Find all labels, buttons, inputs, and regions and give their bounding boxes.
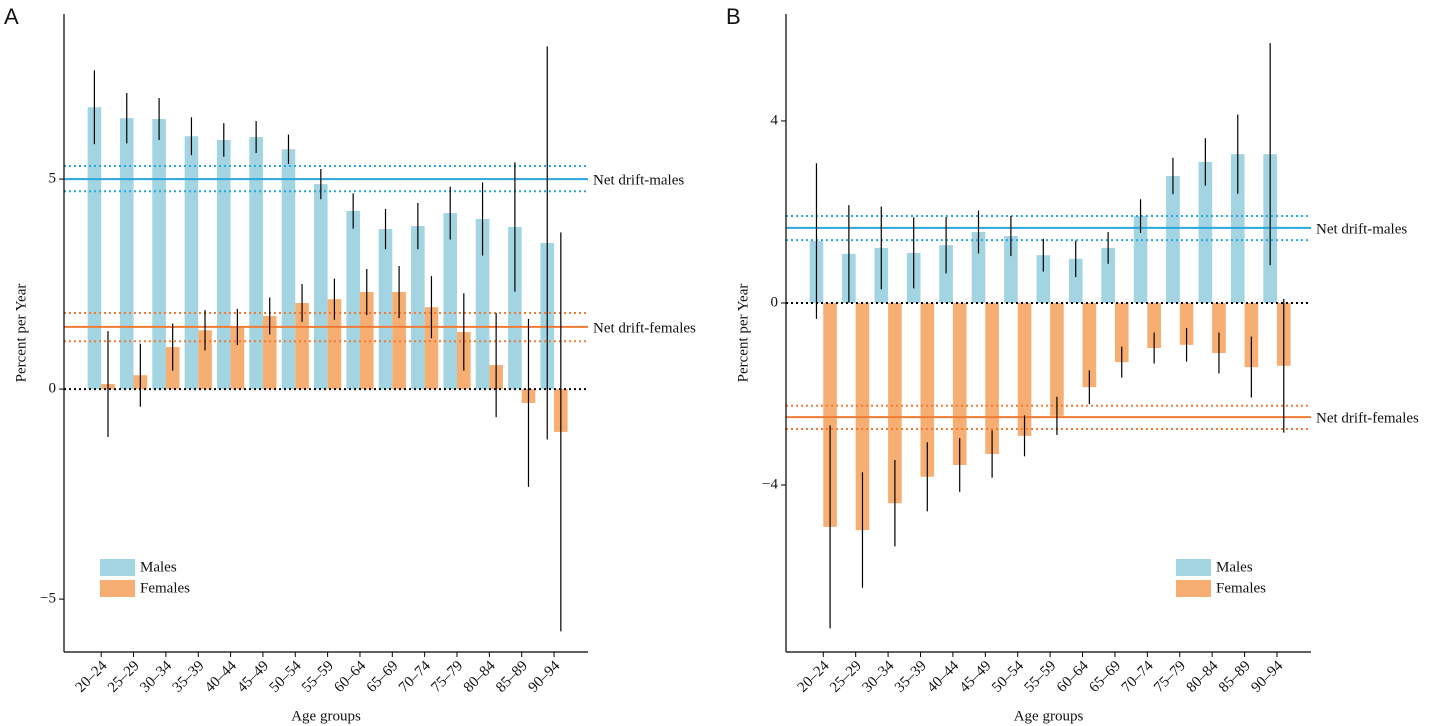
x-tick-label: 75–79: [1151, 658, 1189, 696]
bar: [249, 137, 263, 390]
x-tick-label: 70–74: [1119, 658, 1157, 696]
y-tick-label: 0: [771, 294, 779, 310]
bar: [378, 229, 393, 390]
bar: [314, 184, 328, 390]
bar: [475, 218, 490, 390]
bar: [281, 149, 296, 390]
x-tick-label: 65–69: [1086, 658, 1124, 696]
bar: [1036, 255, 1051, 303]
bar: [888, 302, 902, 504]
bar: [1114, 302, 1129, 363]
x-tick-label: 90–94: [525, 658, 563, 696]
bar: [1017, 302, 1032, 436]
x-tick-label: 40–44: [202, 658, 240, 696]
x-tick-label: 35–39: [892, 658, 930, 696]
y-tick-label: 0: [49, 381, 57, 397]
bar: [198, 330, 212, 390]
x-tick-label: 25–29: [827, 658, 865, 696]
y-axis-title: Percent per Year: [13, 284, 29, 383]
bar: [1133, 216, 1148, 303]
bar: [119, 118, 134, 390]
net-drift-label: Net drift-males: [593, 173, 684, 189]
x-axis-title: Age groups: [291, 708, 361, 724]
x-tick-label: 30–34: [860, 658, 898, 696]
bar: [920, 302, 935, 477]
y-tick-label: −4: [762, 476, 778, 492]
legend-label: Females: [1216, 580, 1266, 596]
x-tick-label: 55–59: [299, 658, 337, 696]
legend-label: Males: [1216, 559, 1253, 575]
bar: [87, 107, 102, 390]
x-tick-label: 45–49: [234, 658, 272, 696]
x-tick-label: 85–89: [493, 658, 531, 696]
x-tick-label: 80–84: [1184, 658, 1222, 696]
x-tick-label: 90–94: [1248, 658, 1286, 696]
bar: [152, 119, 166, 390]
bar: [1179, 302, 1194, 345]
panel-label: B: [726, 4, 741, 29]
bar: [443, 213, 457, 390]
x-tick-label: 25–29: [105, 658, 143, 696]
bar: [359, 292, 374, 390]
x-tick-label: 80–84: [461, 658, 499, 696]
y-tick-label: −5: [40, 591, 56, 607]
bar: [1082, 302, 1097, 388]
bar: [411, 226, 425, 390]
x-tick-label: 35–39: [170, 658, 208, 696]
bar: [1244, 302, 1259, 368]
legend-swatch: [100, 580, 135, 597]
bar: [971, 231, 986, 303]
x-tick-label: 20–24: [795, 658, 833, 696]
bar: [262, 315, 277, 390]
bar: [508, 226, 522, 390]
bar: [1101, 247, 1115, 303]
bar: [939, 245, 953, 303]
y-tick-label: 4: [771, 112, 779, 128]
bar: [1212, 302, 1226, 354]
legend-label: Females: [140, 580, 190, 596]
legend-swatch: [100, 559, 135, 576]
bar: [1147, 302, 1161, 349]
bar: [952, 302, 967, 465]
x-axis-title: Age groups: [1014, 708, 1084, 724]
y-tick-label: 5: [49, 171, 57, 187]
x-tick-label: 55–59: [1022, 658, 1060, 696]
bar: [1050, 302, 1064, 416]
x-tick-label: 65–69: [364, 658, 402, 696]
bar: [1198, 161, 1213, 303]
legend-label: Males: [140, 559, 177, 575]
x-tick-label: 45–49: [957, 658, 995, 696]
x-tick-label: 50–54: [989, 658, 1027, 696]
bar: [327, 299, 342, 390]
x-tick-label: 40–44: [924, 658, 962, 696]
bar: [823, 302, 837, 527]
x-tick-label: 60–64: [331, 658, 369, 696]
panel-label: A: [4, 4, 19, 29]
x-tick-label: 50–54: [267, 658, 305, 696]
legend-swatch: [1176, 580, 1211, 597]
x-tick-label: 85–89: [1216, 658, 1254, 696]
x-tick-label: 20–24: [73, 658, 111, 696]
net-drift-label: Net drift-females: [1316, 411, 1419, 427]
bar: [1068, 258, 1083, 303]
y-axis-title: Percent per Year: [735, 284, 751, 383]
x-tick-label: 60–64: [1054, 658, 1092, 696]
bar: [216, 140, 231, 390]
legend-swatch: [1176, 559, 1211, 576]
bar: [1004, 236, 1018, 303]
bar: [295, 302, 309, 390]
x-tick-label: 75–79: [428, 658, 466, 696]
x-tick-label: 70–74: [396, 658, 434, 696]
x-tick-label: 30–34: [137, 658, 175, 696]
net-drift-label: Net drift-females: [593, 320, 696, 336]
bar: [346, 210, 360, 390]
bar: [184, 136, 199, 390]
net-drift-label: Net drift-males: [1316, 221, 1407, 237]
bar: [230, 326, 245, 390]
